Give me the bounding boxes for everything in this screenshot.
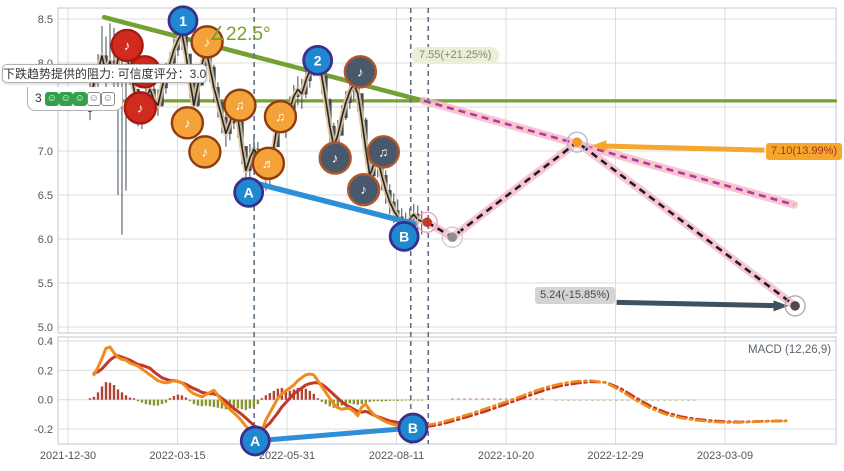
x-axis-tick: 2022-12-29 <box>587 450 643 462</box>
pivot-marker-B[interactable]: B <box>388 220 420 252</box>
orange-note-marker[interactable]: ♬ <box>251 146 286 181</box>
svg-text:A: A <box>250 433 260 449</box>
target-price-down-badge: 5.24(-15.85%) <box>535 287 615 304</box>
orange-target-arrow <box>603 143 765 153</box>
dark-note-marker[interactable]: ♫ <box>366 135 401 169</box>
orange-note-marker[interactable]: ♪ <box>188 135 222 169</box>
y-axis-tick: 0.4 <box>38 336 53 348</box>
music-note-icon: ♪ <box>332 151 339 166</box>
dark-dot-ring <box>784 295 806 317</box>
macd-histogram <box>88 382 696 410</box>
rating-icon: ☺ <box>100 92 115 106</box>
rating-icon: ☺ <box>44 92 59 106</box>
svg-text:2: 2 <box>314 52 322 68</box>
trend-tooltip: 下跌趋势提供的阻力: 可信度评分：3.0 <box>2 64 208 83</box>
y-axis-tick: 5.0 <box>38 322 53 334</box>
main-plot-border <box>57 7 837 334</box>
y-axis-tick: 6.0 <box>38 234 53 246</box>
svg-text:1: 1 <box>179 13 187 29</box>
resistance-trend-lines[interactable] <box>56 14 838 104</box>
red-note-marker[interactable]: ♪ <box>110 28 144 63</box>
dark-arrowhead-icon <box>773 300 789 312</box>
macd-plot-border <box>57 336 837 445</box>
y-axis-tick: -0.2 <box>34 424 53 436</box>
rating-icon: ☺ <box>58 92 73 106</box>
pivot-marker-A[interactable]: A <box>233 176 265 208</box>
dea-line <box>92 354 424 431</box>
y-axis-tick: 0.2 <box>38 365 53 377</box>
orange-note-marker[interactable]: ♫ <box>223 88 257 122</box>
y-axis-tick: 7.0 <box>38 146 53 158</box>
orange-note-marker[interactable]: ♫ <box>263 99 298 134</box>
dea-projection-line <box>424 380 788 429</box>
red-dot-ring <box>416 211 438 233</box>
red-projection-dot[interactable] <box>422 217 432 228</box>
dark-target-arrow <box>616 299 777 309</box>
orange-note-marker[interactable]: ♪ <box>170 106 205 140</box>
orange-note-marker[interactable]: ♪ <box>190 25 224 59</box>
svg-text:A: A <box>244 184 254 200</box>
target-price-up-badge: 7.55(+21.25%) <box>411 47 500 64</box>
pivot-marker-2[interactable]: 2 <box>302 44 334 76</box>
target-price-mid-badge: 7.10(13.99%) <box>766 143 843 160</box>
trend-angle-label: ∠22.5° <box>209 24 271 45</box>
x-axis-tick: 2022-10-20 <box>478 450 534 462</box>
axis-labels: 8.58.07.57.06.56.05.55.00.40.20.0-0.2202… <box>34 14 753 462</box>
music-note-icon: ♪ <box>137 100 144 115</box>
dif-projection-line <box>424 379 788 427</box>
ab-trendline-macd[interactable] <box>252 425 416 444</box>
orange-dot-ring <box>566 131 588 153</box>
music-note-icon: ♫ <box>235 98 245 113</box>
red-note-marker[interactable]: ♪ <box>123 91 157 125</box>
pivot-marker-1[interactable]: 1 <box>167 5 199 37</box>
gray-projection-dot[interactable] <box>447 232 458 243</box>
x-axis-tick: 2022-08-11 <box>369 450 424 462</box>
x-axis-tick: 2023-03-09 <box>697 450 753 462</box>
music-note-icon: ♫ <box>378 144 388 159</box>
music-note-icon: ♪ <box>202 144 209 159</box>
orange-arrowhead-icon <box>591 140 607 152</box>
dark-projection-dot[interactable] <box>790 301 800 311</box>
music-note-icon: ♪ <box>357 64 364 79</box>
music-note-icon: ♪ <box>124 38 131 53</box>
dif-line <box>92 345 424 438</box>
music-note-icon: ♪ <box>204 34 211 49</box>
music-note-icon: ♬ <box>262 156 275 171</box>
svg-text:B: B <box>399 228 409 244</box>
music-note-icon: ♪ <box>360 182 367 197</box>
ab-trendline-main[interactable] <box>240 177 418 227</box>
rating-count: 3 <box>35 91 42 105</box>
x-axis-tick: 2022-05-31 <box>259 450 315 462</box>
dark-note-marker[interactable]: ♪ <box>343 55 378 89</box>
pivot-marker-A[interactable]: A <box>239 425 271 457</box>
x-axis-tick: 2022-03-15 <box>149 450 205 462</box>
y-axis-tick: 6.5 <box>38 190 53 202</box>
rating-icon: ☺ <box>86 92 101 106</box>
projection-dashed-line[interactable] <box>426 140 796 307</box>
confidence-rating: 3 ☺ ☺ ☺ ☺ ☺ <box>27 87 123 111</box>
y-axis-tick: 0.0 <box>38 395 53 407</box>
gray-dot-ring <box>441 226 464 248</box>
music-note-icon: ♪ <box>184 115 191 130</box>
grid-lines <box>58 8 836 444</box>
macd-indicator-label: MACD (12,26,9) <box>748 344 832 356</box>
y-axis-tick: 8.5 <box>38 14 53 26</box>
trend-tooltip-text: 下跌趋势提供的阻力: 可信度评分：3.0 <box>3 67 207 81</box>
music-note-icon: ♫ <box>276 109 286 124</box>
dark-note-marker[interactable]: ♪ <box>318 141 352 175</box>
dark-note-marker[interactable]: ♪ <box>346 173 381 207</box>
rating-icon: ☺ <box>72 92 87 106</box>
y-axis-tick: 5.5 <box>38 278 53 290</box>
svg-text:B: B <box>408 420 418 436</box>
pivot-marker-B[interactable]: B <box>397 412 429 444</box>
projection-dashed-line[interactable] <box>423 99 795 206</box>
x-axis-tick: 2021-12-30 <box>40 450 96 462</box>
orange-projection-dot[interactable] <box>572 137 582 147</box>
rating-icons: ☺ ☺ ☺ ☺ ☺ <box>44 90 115 106</box>
